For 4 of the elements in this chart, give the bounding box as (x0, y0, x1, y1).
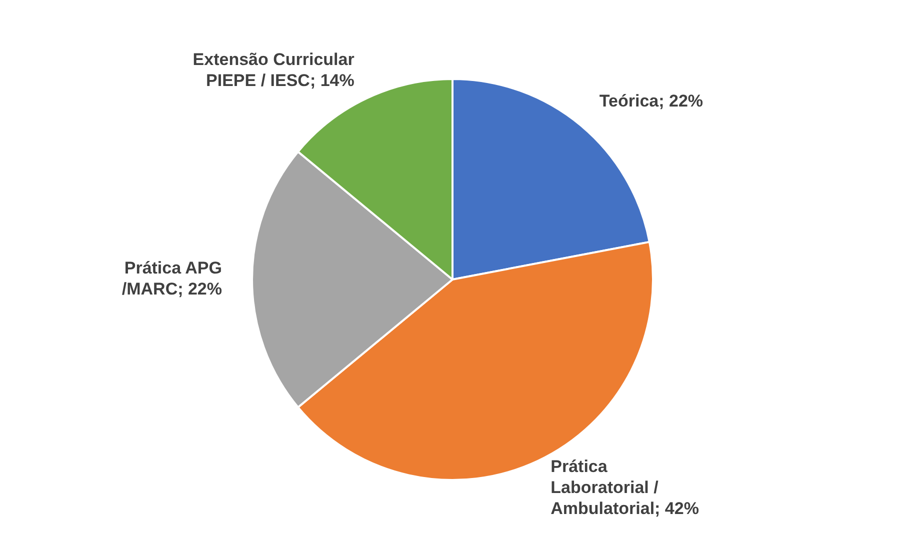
slice-label: Prática APG /MARC; 22% (122, 258, 222, 299)
slice-label: Prática Laboratorial / Ambulatorial; 42% (550, 456, 699, 518)
slice-label: Extensão Curricular PIEPE / IESC; 14% (192, 50, 355, 90)
slice-label: Teórica; 22% (599, 92, 704, 111)
